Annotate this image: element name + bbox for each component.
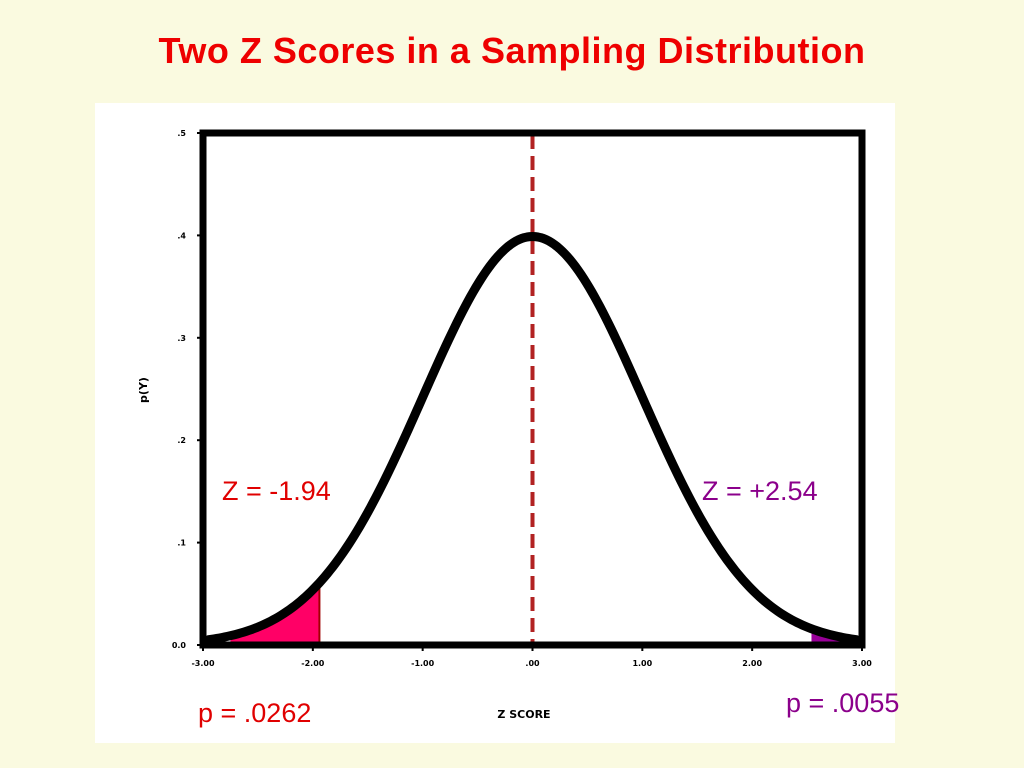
y-tick-label: .1 [177, 539, 186, 548]
x-tick-label: -1.00 [411, 659, 434, 668]
curve-layer [203, 231, 862, 645]
y-tick-label: .2 [177, 436, 186, 445]
y-tick-label: .5 [177, 129, 186, 138]
slide-title: Two Z Scores in a Sampling Distribution [158, 30, 866, 71]
x-tick-label: .00 [525, 659, 540, 668]
x-tick-label: -3.00 [191, 659, 214, 668]
normal-curve [203, 231, 862, 645]
left-z-annotation: Z = -1.94 [222, 476, 331, 506]
y-tick-label: .4 [177, 231, 186, 240]
x-tick-label: 2.00 [742, 659, 762, 668]
tick-layer: -3.00 -2.00 -1.00 .00 1.00 2.00 3.00 0.0 .1 .2 .3.… [172, 129, 872, 668]
x-tick-label: -2.00 [301, 659, 324, 668]
shaded-regions [230, 582, 857, 645]
x-tick-label: 1.00 [632, 659, 652, 668]
left-p-annotation: p = .0262 [198, 698, 311, 728]
x-axis-title: Z SCORE [497, 708, 550, 721]
y-tick-label: 0.0 [172, 641, 187, 650]
y-tick-label: .3 [177, 334, 186, 343]
x-tick-label: 3.00 [852, 659, 872, 668]
right-z-annotation: Z = +2.54 [702, 476, 818, 506]
right-p-annotation: p = .0055 [786, 688, 899, 718]
y-axis-title: p(Y) [137, 377, 150, 403]
